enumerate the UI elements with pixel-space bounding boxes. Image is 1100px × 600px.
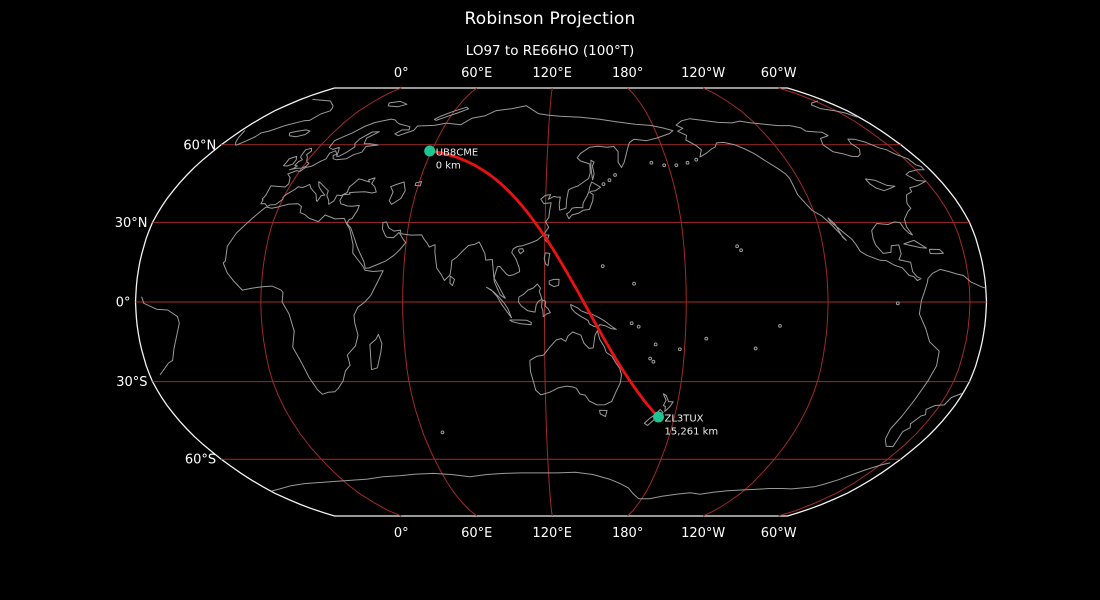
island-speck [648, 356, 653, 361]
coastline [662, 393, 674, 412]
island-speck [685, 160, 690, 165]
coastline [222, 203, 384, 395]
island-speck [674, 163, 679, 168]
latitude-tick-label: 30°N [115, 216, 148, 231]
island-speck [704, 336, 709, 341]
coastline [289, 147, 312, 171]
coastline [260, 105, 674, 299]
longitude-tick-label-bottom: 60°E [461, 526, 492, 541]
island-speck [636, 324, 641, 329]
coastline [235, 98, 334, 146]
route-line [428, 149, 660, 419]
longitude-tick-label-bottom: 0° [394, 526, 409, 541]
island-speck [653, 342, 658, 347]
coastline [928, 248, 944, 255]
island-speck [613, 173, 617, 177]
longitude-tick-label-bottom: 120°W [681, 526, 725, 541]
coastline [449, 275, 455, 286]
island-speck [895, 301, 900, 306]
destination-distance-label: 15,261 km [664, 427, 718, 438]
graticule-meridian [702, 87, 829, 517]
latitude-tick-label: 60°S [185, 453, 216, 468]
graticule-meridian [778, 87, 971, 517]
coastline [529, 330, 622, 406]
coastline [271, 462, 891, 500]
coastline [543, 252, 551, 266]
coastline [864, 178, 896, 192]
coastline [884, 281, 962, 448]
coastline [590, 159, 595, 181]
island-speck [778, 323, 782, 328]
graticule-meridian [544, 87, 553, 517]
coastline [566, 181, 602, 220]
longitude-tick-label-bottom: 180° [612, 526, 643, 541]
longitude-tick-label-bottom: 60°W [761, 526, 797, 541]
island-speck [662, 163, 667, 168]
island-speck [651, 359, 656, 364]
island-speck [632, 281, 636, 286]
graticule-meridian [402, 87, 478, 517]
coastline [675, 118, 927, 281]
map-border [134, 87, 988, 517]
coastline [288, 129, 311, 138]
island-speck [629, 321, 634, 326]
island-speck [607, 178, 612, 183]
longitude-tick-label-top: 0° [394, 66, 409, 81]
coastline [518, 283, 543, 313]
longitude-tick-label-top: 60°E [461, 66, 492, 81]
origin-callsign-label: UB8CME [436, 147, 478, 158]
island-speck [753, 346, 758, 351]
longitude-tick-label-bottom: 120°E [532, 526, 572, 541]
latitude-tick-label: 60°N [183, 138, 216, 153]
map-subtitle: LO97 to RE66HO (100°T) [465, 43, 635, 59]
map-title: Robinson Projection [464, 9, 636, 29]
coastline [509, 319, 532, 326]
island-speck [735, 244, 740, 249]
graticule-meridian [260, 87, 402, 517]
coastline [433, 106, 470, 121]
coastline [388, 181, 406, 205]
longitude-tick-label-top: 60°W [761, 66, 797, 81]
coastline [548, 278, 560, 288]
island-speck [600, 264, 605, 269]
longitude-tick-label-top: 180° [612, 66, 643, 81]
coastline [541, 299, 551, 318]
latitude-tick-label: 30°S [116, 375, 147, 390]
island-speck [739, 248, 743, 253]
island-speck [677, 347, 682, 352]
coastline [518, 248, 525, 255]
island-speck [649, 160, 654, 165]
coastline [927, 268, 986, 289]
longitude-tick-label-top: 120°E [532, 66, 572, 81]
latitude-tick-label: 0° [116, 296, 131, 311]
coastline [903, 239, 927, 249]
coastline [369, 333, 383, 371]
island-speck [694, 157, 699, 162]
origin-distance-label: 0 km [436, 160, 461, 171]
island-speck [440, 430, 445, 435]
coastline [810, 100, 858, 118]
destination-callsign-label: ZL3TUX [664, 414, 703, 425]
coastline [141, 296, 180, 376]
coastline [282, 155, 298, 167]
coastline [414, 181, 423, 187]
origin-marker [424, 145, 436, 157]
coastline [235, 130, 246, 146]
island-speck [601, 182, 606, 186]
coastline [598, 409, 608, 417]
longitude-tick-label-top: 120°W [681, 66, 725, 81]
coastline [387, 100, 408, 108]
destination-marker [652, 411, 664, 423]
coastline [485, 286, 512, 319]
graticule-meridian [627, 87, 687, 517]
